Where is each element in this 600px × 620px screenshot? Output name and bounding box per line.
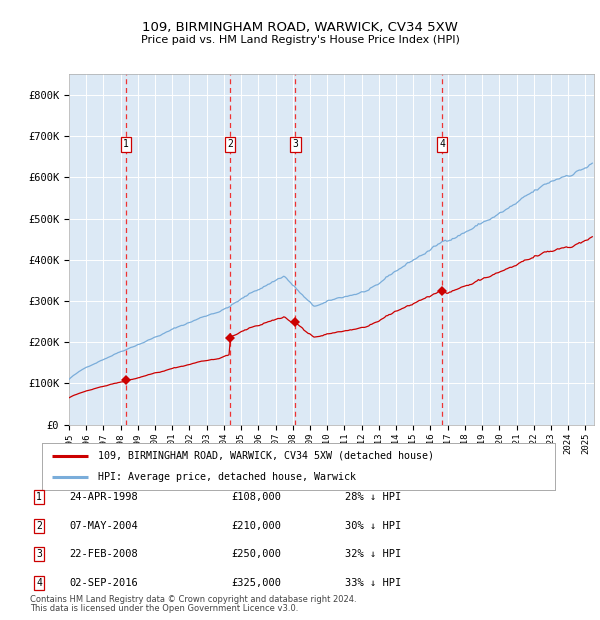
Text: This data is licensed under the Open Government Licence v3.0.: This data is licensed under the Open Gov… bbox=[30, 603, 298, 613]
Text: £108,000: £108,000 bbox=[231, 492, 281, 502]
Text: 2: 2 bbox=[36, 521, 42, 531]
Text: 07-MAY-2004: 07-MAY-2004 bbox=[69, 521, 138, 531]
Text: 109, BIRMINGHAM ROAD, WARWICK, CV34 5XW: 109, BIRMINGHAM ROAD, WARWICK, CV34 5XW bbox=[142, 21, 458, 34]
Text: Price paid vs. HM Land Registry's House Price Index (HPI): Price paid vs. HM Land Registry's House … bbox=[140, 35, 460, 45]
Text: 02-SEP-2016: 02-SEP-2016 bbox=[69, 578, 138, 588]
Text: HPI: Average price, detached house, Warwick: HPI: Average price, detached house, Warw… bbox=[98, 472, 356, 482]
Text: 28% ↓ HPI: 28% ↓ HPI bbox=[345, 492, 401, 502]
Text: 32% ↓ HPI: 32% ↓ HPI bbox=[345, 549, 401, 559]
Text: 4: 4 bbox=[36, 578, 42, 588]
Text: £250,000: £250,000 bbox=[231, 549, 281, 559]
Text: 109, BIRMINGHAM ROAD, WARWICK, CV34 5XW (detached house): 109, BIRMINGHAM ROAD, WARWICK, CV34 5XW … bbox=[98, 451, 434, 461]
Text: 3: 3 bbox=[292, 140, 298, 149]
Text: 22-FEB-2008: 22-FEB-2008 bbox=[69, 549, 138, 559]
Text: 1: 1 bbox=[123, 140, 129, 149]
Text: 30% ↓ HPI: 30% ↓ HPI bbox=[345, 521, 401, 531]
Text: 33% ↓ HPI: 33% ↓ HPI bbox=[345, 578, 401, 588]
Text: 4: 4 bbox=[439, 140, 445, 149]
Text: 2: 2 bbox=[227, 140, 233, 149]
Text: 24-APR-1998: 24-APR-1998 bbox=[69, 492, 138, 502]
Text: 1: 1 bbox=[36, 492, 42, 502]
Text: £210,000: £210,000 bbox=[231, 521, 281, 531]
Text: 3: 3 bbox=[36, 549, 42, 559]
Text: Contains HM Land Registry data © Crown copyright and database right 2024.: Contains HM Land Registry data © Crown c… bbox=[30, 595, 356, 604]
Text: £325,000: £325,000 bbox=[231, 578, 281, 588]
